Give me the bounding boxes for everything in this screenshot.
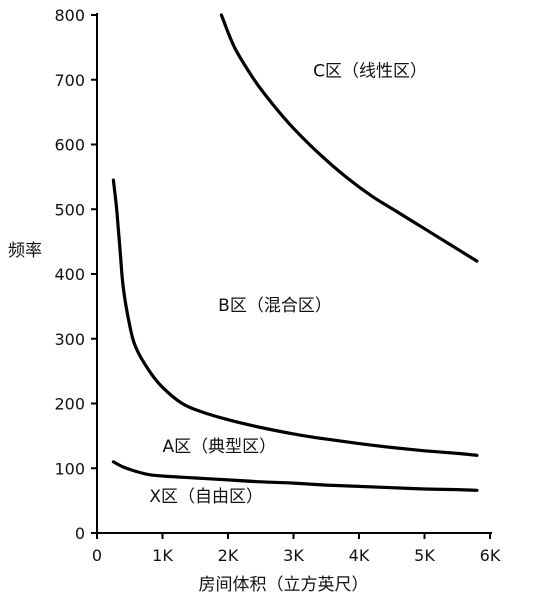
x-tick-label: 1K bbox=[152, 546, 173, 565]
y-tick-label: 0 bbox=[75, 524, 85, 543]
zone-boundary-b-a bbox=[111, 178, 479, 457]
y-axis-ticks: 0 100 200 300 400 500 600 700 800 bbox=[54, 6, 97, 543]
zone-boundary-curves bbox=[111, 13, 479, 492]
zone-boundary-a-x bbox=[111, 460, 479, 492]
zone-boundary-c-b bbox=[219, 13, 479, 263]
y-tick-label: 100 bbox=[54, 459, 85, 478]
axes bbox=[96, 13, 492, 534]
x-tick-label: 4K bbox=[349, 546, 370, 565]
y-tick-label: 600 bbox=[54, 136, 85, 155]
y-tick-label: 800 bbox=[54, 6, 85, 25]
y-tick-label: 200 bbox=[54, 395, 85, 414]
y-tick-label: 500 bbox=[54, 200, 85, 219]
y-tick-label: 700 bbox=[54, 71, 85, 90]
x-axis-ticks: 0 1K 2K 3K 4K 5K 6K bbox=[92, 533, 501, 565]
y-tick-label: 400 bbox=[54, 265, 85, 284]
zone-b-label: B区（混合区） bbox=[218, 296, 332, 316]
zone-c-label: C区（线性区） bbox=[313, 62, 427, 82]
x-tick-label: 6K bbox=[480, 546, 501, 565]
zone-a-label: A区（典型区） bbox=[163, 437, 277, 457]
y-axis-title: 频率 bbox=[8, 241, 42, 261]
x-tick-label: 0 bbox=[92, 546, 102, 565]
y-tick-label: 300 bbox=[54, 330, 85, 349]
zone-x-label: X区（自由区） bbox=[149, 487, 263, 507]
zone-labels: C区（线性区） B区（混合区） A区（典型区） X区（自由区） bbox=[149, 62, 427, 507]
x-tick-label: 3K bbox=[283, 546, 304, 565]
x-axis-title: 房间体积（立方英尺） bbox=[199, 575, 369, 595]
x-tick-label: 2K bbox=[218, 546, 239, 565]
x-tick-label: 5K bbox=[414, 546, 435, 565]
